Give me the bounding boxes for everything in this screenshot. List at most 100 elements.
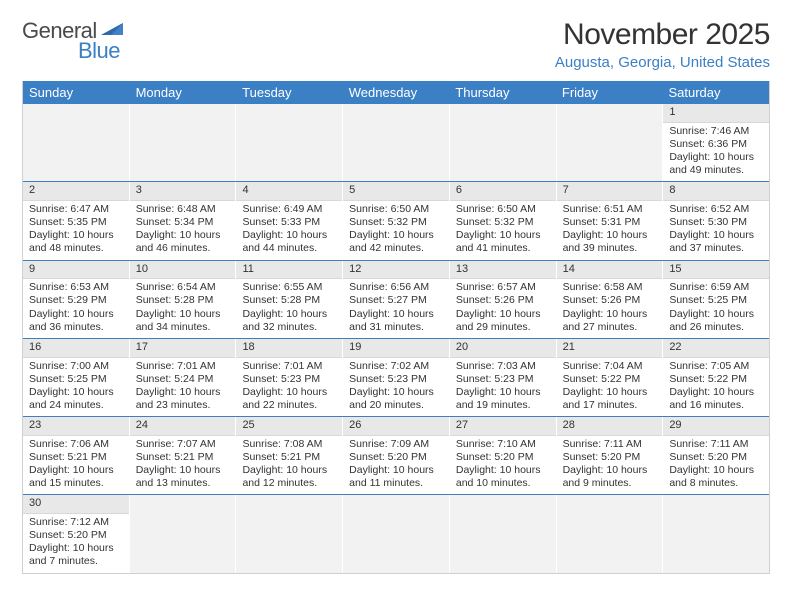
- cell-body: Sunrise: 7:06 AMSunset: 5:21 PMDaylight:…: [23, 436, 129, 495]
- daylight-text: Daylight: 10 hours and 37 minutes.: [669, 229, 763, 255]
- calendar-cell: [130, 495, 237, 572]
- daylight-text: Daylight: 10 hours and 20 minutes.: [349, 386, 443, 412]
- day-number: 15: [663, 261, 769, 280]
- calendar-cell: 17Sunrise: 7:01 AMSunset: 5:24 PMDayligh…: [130, 339, 237, 416]
- sunset-text: Sunset: 5:32 PM: [349, 216, 443, 229]
- calendar-cell: 11Sunrise: 6:55 AMSunset: 5:28 PMDayligh…: [236, 261, 343, 338]
- cell-body: Sunrise: 6:48 AMSunset: 5:34 PMDaylight:…: [130, 201, 236, 260]
- calendar-week: 2Sunrise: 6:47 AMSunset: 5:35 PMDaylight…: [23, 182, 769, 260]
- daylight-text: Daylight: 10 hours and 48 minutes.: [29, 229, 123, 255]
- day-header: Saturday: [662, 81, 769, 104]
- day-number: 19: [343, 339, 449, 358]
- cell-body: Sunrise: 6:56 AMSunset: 5:27 PMDaylight:…: [343, 279, 449, 338]
- daylight-text: Daylight: 10 hours and 19 minutes.: [456, 386, 550, 412]
- sunrise-text: Sunrise: 6:50 AM: [456, 203, 550, 216]
- calendar-cell: 27Sunrise: 7:10 AMSunset: 5:20 PMDayligh…: [450, 417, 557, 494]
- daylight-text: Daylight: 10 hours and 32 minutes.: [242, 308, 336, 334]
- cell-body: Sunrise: 6:50 AMSunset: 5:32 PMDaylight:…: [343, 201, 449, 260]
- daylight-text: Daylight: 10 hours and 36 minutes.: [29, 308, 123, 334]
- sunset-text: Sunset: 5:24 PM: [136, 373, 230, 386]
- cell-body: Sunrise: 6:53 AMSunset: 5:29 PMDaylight:…: [23, 279, 129, 338]
- daylight-text: Daylight: 10 hours and 49 minutes.: [669, 151, 763, 177]
- sunset-text: Sunset: 5:23 PM: [349, 373, 443, 386]
- day-number: 22: [663, 339, 769, 358]
- daylight-text: Daylight: 10 hours and 27 minutes.: [563, 308, 657, 334]
- daylight-text: Daylight: 10 hours and 10 minutes.: [456, 464, 550, 490]
- calendar-cell: 5Sunrise: 6:50 AMSunset: 5:32 PMDaylight…: [343, 182, 450, 259]
- day-header: Thursday: [449, 81, 556, 104]
- sunrise-text: Sunrise: 6:57 AM: [456, 281, 550, 294]
- calendar-cell: [130, 104, 237, 181]
- calendar-week: 1Sunrise: 7:46 AMSunset: 6:36 PMDaylight…: [23, 104, 769, 182]
- sunrise-text: Sunrise: 7:12 AM: [29, 516, 123, 529]
- calendar-cell: 26Sunrise: 7:09 AMSunset: 5:20 PMDayligh…: [343, 417, 450, 494]
- sunset-text: Sunset: 5:21 PM: [29, 451, 123, 464]
- day-number: 28: [557, 417, 663, 436]
- calendar-cell: 3Sunrise: 6:48 AMSunset: 5:34 PMDaylight…: [130, 182, 237, 259]
- calendar-cell: 21Sunrise: 7:04 AMSunset: 5:22 PMDayligh…: [557, 339, 664, 416]
- cell-body: Sunrise: 7:11 AMSunset: 5:20 PMDaylight:…: [663, 436, 769, 495]
- day-number: 20: [450, 339, 556, 358]
- sunset-text: Sunset: 5:20 PM: [349, 451, 443, 464]
- cell-body: Sunrise: 6:57 AMSunset: 5:26 PMDaylight:…: [450, 279, 556, 338]
- sunrise-text: Sunrise: 6:47 AM: [29, 203, 123, 216]
- sunset-text: Sunset: 5:25 PM: [669, 294, 763, 307]
- day-header-row: SundayMondayTuesdayWednesdayThursdayFrid…: [23, 81, 769, 104]
- sunrise-text: Sunrise: 6:58 AM: [563, 281, 657, 294]
- calendar-cell: 8Sunrise: 6:52 AMSunset: 5:30 PMDaylight…: [663, 182, 769, 259]
- calendar-cell: 13Sunrise: 6:57 AMSunset: 5:26 PMDayligh…: [450, 261, 557, 338]
- calendar-week: 16Sunrise: 7:00 AMSunset: 5:25 PMDayligh…: [23, 339, 769, 417]
- daylight-text: Daylight: 10 hours and 23 minutes.: [136, 386, 230, 412]
- calendar-cell: 28Sunrise: 7:11 AMSunset: 5:20 PMDayligh…: [557, 417, 664, 494]
- sunset-text: Sunset: 5:32 PM: [456, 216, 550, 229]
- day-number: 16: [23, 339, 129, 358]
- sunrise-text: Sunrise: 7:46 AM: [669, 125, 763, 138]
- calendar-cell: 24Sunrise: 7:07 AMSunset: 5:21 PMDayligh…: [130, 417, 237, 494]
- calendar-cell: 1Sunrise: 7:46 AMSunset: 6:36 PMDaylight…: [663, 104, 769, 181]
- daylight-text: Daylight: 10 hours and 15 minutes.: [29, 464, 123, 490]
- daylight-text: Daylight: 10 hours and 39 minutes.: [563, 229, 657, 255]
- brand-logo: General Blue: [22, 18, 129, 44]
- day-number: 3: [130, 182, 236, 201]
- day-header: Tuesday: [236, 81, 343, 104]
- cell-body: Sunrise: 7:03 AMSunset: 5:23 PMDaylight:…: [450, 358, 556, 417]
- calendar-cell: [557, 104, 664, 181]
- sunset-text: Sunset: 5:22 PM: [563, 373, 657, 386]
- cell-body: Sunrise: 6:50 AMSunset: 5:32 PMDaylight:…: [450, 201, 556, 260]
- sunrise-text: Sunrise: 7:00 AM: [29, 360, 123, 373]
- cell-body: Sunrise: 7:10 AMSunset: 5:20 PMDaylight:…: [450, 436, 556, 495]
- calendar-cell: 10Sunrise: 6:54 AMSunset: 5:28 PMDayligh…: [130, 261, 237, 338]
- sunset-text: Sunset: 5:29 PM: [29, 294, 123, 307]
- sunrise-text: Sunrise: 6:59 AM: [669, 281, 763, 294]
- cell-body: Sunrise: 6:47 AMSunset: 5:35 PMDaylight:…: [23, 201, 129, 260]
- day-number: 30: [23, 495, 129, 514]
- calendar-cell: [557, 495, 664, 572]
- day-number: 12: [343, 261, 449, 280]
- sunset-text: Sunset: 5:30 PM: [669, 216, 763, 229]
- sunset-text: Sunset: 5:26 PM: [563, 294, 657, 307]
- day-number: 21: [557, 339, 663, 358]
- day-number: 5: [343, 182, 449, 201]
- day-number: 25: [236, 417, 342, 436]
- month-title: November 2025: [555, 18, 770, 52]
- sunrise-text: Sunrise: 7:04 AM: [563, 360, 657, 373]
- cell-body: Sunrise: 7:46 AMSunset: 6:36 PMDaylight:…: [663, 123, 769, 182]
- sunset-text: Sunset: 5:20 PM: [669, 451, 763, 464]
- sunrise-text: Sunrise: 7:01 AM: [136, 360, 230, 373]
- sunset-text: Sunset: 6:36 PM: [669, 138, 763, 151]
- day-number: 11: [236, 261, 342, 280]
- calendar-cell: 2Sunrise: 6:47 AMSunset: 5:35 PMDaylight…: [23, 182, 130, 259]
- cell-body: Sunrise: 7:05 AMSunset: 5:22 PMDaylight:…: [663, 358, 769, 417]
- cell-body: Sunrise: 6:49 AMSunset: 5:33 PMDaylight:…: [236, 201, 342, 260]
- sunset-text: Sunset: 5:26 PM: [456, 294, 550, 307]
- sunset-text: Sunset: 5:20 PM: [29, 529, 123, 542]
- day-number: 2: [23, 182, 129, 201]
- day-number: 10: [130, 261, 236, 280]
- sunrise-text: Sunrise: 7:01 AM: [242, 360, 336, 373]
- sunrise-text: Sunrise: 6:50 AM: [349, 203, 443, 216]
- daylight-text: Daylight: 10 hours and 22 minutes.: [242, 386, 336, 412]
- cell-body: Sunrise: 7:02 AMSunset: 5:23 PMDaylight:…: [343, 358, 449, 417]
- calendar-cell: [236, 104, 343, 181]
- calendar-cell: 25Sunrise: 7:08 AMSunset: 5:21 PMDayligh…: [236, 417, 343, 494]
- calendar-cell: 16Sunrise: 7:00 AMSunset: 5:25 PMDayligh…: [23, 339, 130, 416]
